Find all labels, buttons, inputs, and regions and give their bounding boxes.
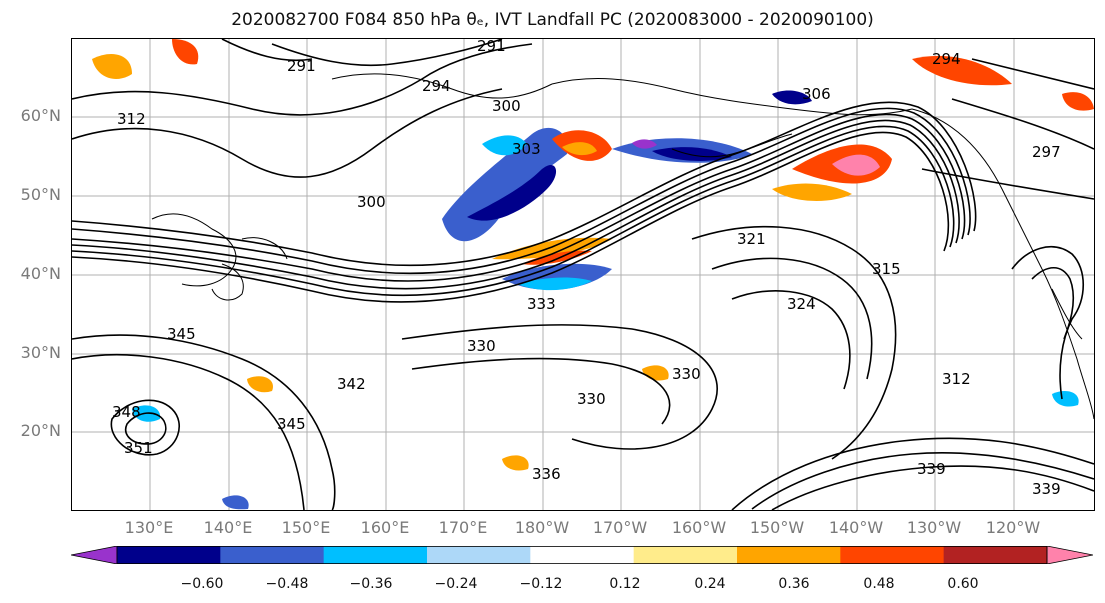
colorbar-tick-label: −0.48 (265, 576, 309, 592)
contour-label: 312 (942, 370, 971, 388)
map-title: 2020082700 F084 850 hPa θₑ, IVT Landfall… (231, 10, 874, 30)
contour-label: 321 (737, 230, 766, 248)
colorbar-bin (427, 546, 531, 564)
colorbar-bin (840, 546, 945, 564)
contour-label: 294 (422, 77, 451, 95)
colorbar-svg (70, 545, 1094, 565)
lon-label: 170°W (592, 518, 648, 537)
lon-label: 130°E (124, 518, 174, 537)
contour-label: 294 (932, 50, 961, 68)
contour-label: 342 (337, 375, 366, 393)
contour-label: 345 (167, 325, 196, 343)
colorbar-bin (530, 546, 635, 564)
colorbar-bin (220, 546, 325, 564)
colorbar-tick-label: 0.24 (694, 576, 726, 592)
contour-label: 306 (802, 85, 831, 103)
contour-label: 339 (1032, 480, 1061, 498)
contour-label: 330 (467, 337, 496, 355)
lon-label: 170°E (438, 518, 488, 537)
anomaly-shading (92, 39, 1094, 510)
map-canvas: 291 291 294 294 297 300 300 303 306 312 … (72, 39, 1094, 510)
graticule (72, 39, 1094, 510)
colorbar-tick-label: 0.48 (863, 576, 895, 592)
lon-label: 150°W (749, 518, 805, 537)
coastlines (151, 73, 1094, 420)
colorbar-tick-label: −0.12 (519, 576, 563, 592)
colorbar-tick-label: −0.36 (349, 576, 393, 592)
lon-label: 140°W (828, 518, 884, 537)
lon-label: 160°E (360, 518, 410, 537)
contour-label: 291 (477, 39, 506, 55)
colorbar-tick-label: 0.60 (947, 576, 979, 592)
lon-label: 180°W (514, 518, 570, 537)
colorbar-bin (117, 546, 221, 564)
colorbar-frame (116, 546, 1048, 564)
contour-label: 303 (512, 140, 541, 158)
contour-label: 333 (527, 295, 556, 313)
colorbar-bin (323, 546, 428, 564)
contour-labels: 291 291 294 294 297 300 300 303 306 312 … (112, 39, 1061, 498)
lon-label: 160°W (671, 518, 727, 537)
theta-e-contours (72, 39, 1094, 510)
contour-label: 300 (357, 193, 386, 211)
lat-label: 30°N (20, 343, 61, 362)
contour-label: 336 (532, 465, 561, 483)
contour-label: 330 (672, 365, 701, 383)
lat-label: 20°N (20, 421, 61, 440)
lat-label: 50°N (20, 185, 61, 204)
colorbar-bin (633, 546, 738, 564)
lat-label: 60°N (20, 106, 61, 125)
colorbar-bin (943, 546, 1048, 564)
contour-label: 330 (577, 390, 606, 408)
contour-label: 324 (787, 295, 816, 313)
map-panel: 291 291 294 294 297 300 300 303 306 312 … (71, 38, 1095, 511)
lon-label: 130°W (906, 518, 962, 537)
colorbar-bin (737, 546, 841, 564)
contour-label: 351 (124, 439, 153, 457)
contour-label: 300 (492, 97, 521, 115)
contour-label: 348 (112, 403, 141, 421)
contour-label: 297 (1032, 143, 1061, 161)
contour-label: 339 (917, 460, 946, 478)
lon-label: 120°W (985, 518, 1041, 537)
colorbar-tick-label: 0.12 (609, 576, 641, 592)
colorbar (70, 545, 1094, 565)
contour-label: 291 (287, 57, 316, 75)
colorbar-tick-label: 0.36 (778, 576, 810, 592)
colorbar-tick-label: −0.24 (434, 576, 478, 592)
contour-label: 315 (872, 260, 901, 278)
contour-label: 345 (277, 415, 306, 433)
colorbar-tick-label: −0.60 (180, 576, 224, 592)
lon-label: 150°E (281, 518, 331, 537)
lat-label: 40°N (20, 264, 61, 283)
colorbar-extend-high (1046, 545, 1094, 565)
contour-label: 312 (117, 110, 146, 128)
lon-label: 140°E (203, 518, 253, 537)
colorbar-extend-low (70, 545, 118, 565)
